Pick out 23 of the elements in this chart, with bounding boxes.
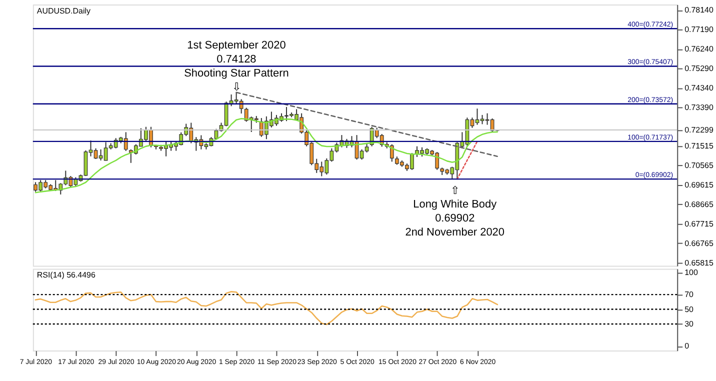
y-tick-label: 100 (684, 268, 698, 277)
y-tick-label: 0.65815 (684, 258, 714, 268)
y-tick-label: 0.77190 (684, 25, 714, 34)
y-tick-label: 0.73390 (684, 103, 714, 112)
y-tick-label: 0.70565 (684, 160, 714, 170)
y-tick-label: 70 (684, 290, 694, 300)
y-tick-label: 0 (684, 342, 690, 351)
y-tick-label: 0.75290 (684, 64, 714, 74)
annotation: 1st September 2020 0.74128 Shooting Star Pattern ⇩ (184, 40, 289, 94)
y-tick-label: 0.71515 (684, 141, 714, 150)
y-tick-label: 50 (684, 304, 694, 314)
y-tick-label: 0.67715 (684, 219, 714, 228)
y-tick-label: 0.69615 (684, 180, 714, 190)
y-tick-label: 0.66765 (684, 238, 714, 248)
y-tick-label: 0.74340 (684, 84, 714, 93)
chart-title: RSI(14) 56.4496 (36, 270, 96, 280)
chart-title: AUDUSD.Daily (36, 6, 90, 16)
annotation: ⇧ Long White Body 0.69902 2nd November 2020 (405, 184, 504, 239)
y-tick-label: 0.72299 (684, 125, 714, 134)
y-tick-label: 0.78140 (684, 6, 714, 15)
y-tick-label: 0.76240 (684, 44, 714, 54)
y-tick-label: 0.68665 (684, 200, 714, 209)
y-tick-label: 30 (684, 320, 694, 329)
